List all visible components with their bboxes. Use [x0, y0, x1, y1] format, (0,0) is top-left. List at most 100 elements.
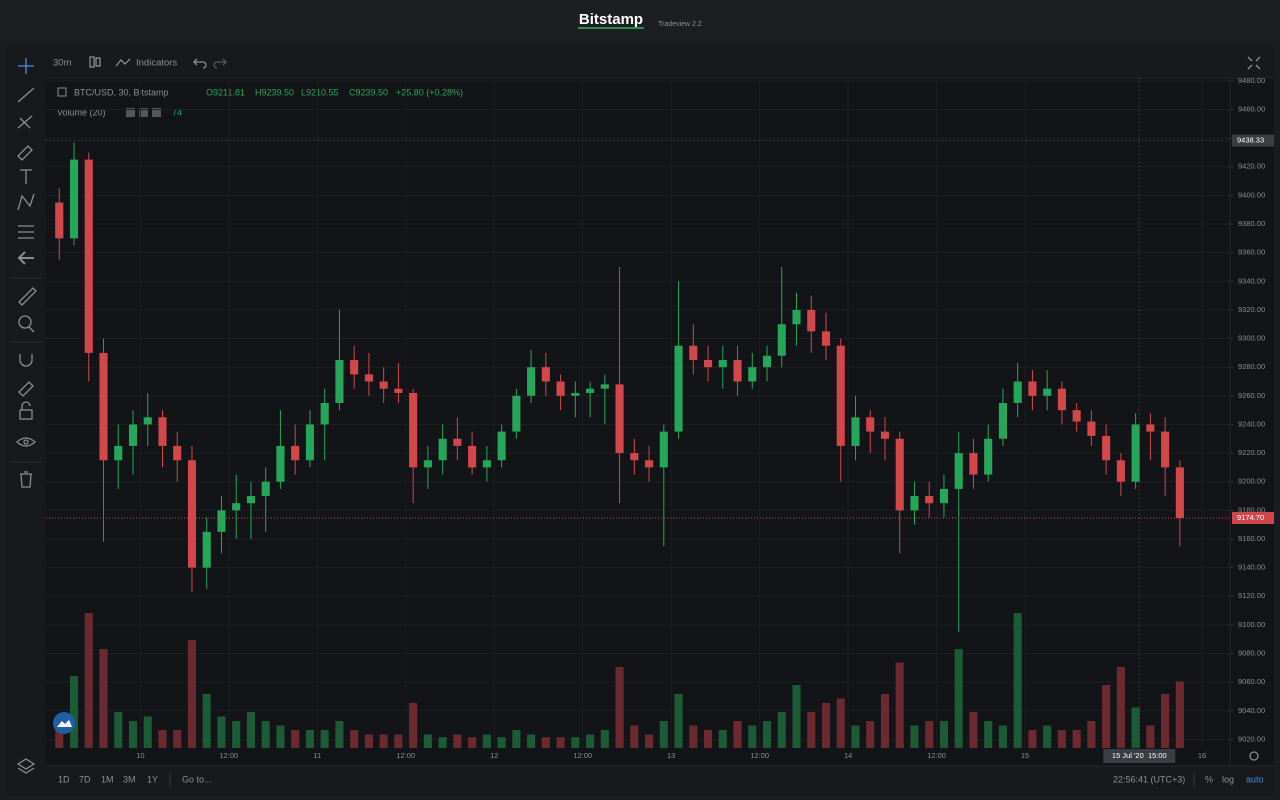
candle-body	[320, 402, 329, 425]
x-tick-label: 12:00	[573, 751, 592, 760]
indicators-button[interactable]: Indicators	[136, 58, 177, 69]
ohlc-change: +25.80 (+0.28%)	[396, 87, 463, 97]
crosshair-price-box	[1232, 134, 1274, 147]
goto-button[interactable]: Go to...	[182, 774, 212, 784]
y-tick-label: 9320.00	[1238, 305, 1265, 314]
volume-bar	[659, 721, 668, 748]
candle-body	[984, 438, 993, 475]
candle-body	[615, 384, 624, 454]
candle-body	[128, 424, 138, 446]
log-toggle[interactable]: log	[1222, 774, 1234, 784]
volume-bar	[468, 737, 477, 748]
range-button[interactable]: 1M	[101, 774, 114, 784]
range-button[interactable]: 1D	[58, 774, 70, 784]
volume-bar	[527, 734, 536, 748]
chart-type-icon[interactable]	[89, 56, 101, 68]
x-tick-label: 11	[313, 751, 321, 760]
volume-bar	[482, 734, 491, 748]
interval-button[interactable]: 30m	[53, 58, 72, 69]
candle-body	[718, 360, 727, 368]
candle-body	[910, 496, 919, 511]
x-tick-label: 12	[490, 751, 498, 760]
candle-body	[1175, 467, 1184, 518]
candle-body	[468, 445, 477, 468]
settings[interactable]	[1249, 751, 1259, 761]
range-button[interactable]: 7D	[79, 774, 91, 784]
candle-body	[202, 531, 211, 568]
top-bar	[0, 0, 1280, 42]
brand[interactable]: Bitstamp	[579, 11, 643, 28]
candle-body	[998, 402, 1007, 439]
volume-bar	[556, 737, 565, 748]
y-tick-label: 9480.00	[1238, 76, 1265, 85]
candle-body	[291, 445, 300, 461]
candle-body	[895, 438, 904, 511]
candle-body	[69, 159, 79, 239]
y-tick-label: 9380.00	[1238, 219, 1265, 228]
tool-icons[interactable]	[16, 58, 37, 774]
volume-bar	[276, 725, 285, 748]
candle-body	[821, 331, 831, 346]
range-button[interactable]: 3M	[123, 774, 136, 784]
y-tick-label: 9240.00	[1238, 419, 1265, 428]
y-tick-label: 9260.00	[1238, 391, 1265, 400]
candle-body	[394, 388, 403, 393]
redo[interactable]	[213, 58, 227, 69]
x-tick-label: 12:00	[927, 751, 946, 760]
symbol: BTC/USD, 30, Bitstamp	[74, 87, 169, 97]
volume-indicator[interactable]: Volume (20)	[57, 107, 106, 117]
volume-bar	[1072, 730, 1081, 748]
collapse-icon[interactable]	[57, 87, 67, 97]
volume-bar	[1131, 707, 1140, 748]
candle-body	[379, 381, 388, 389]
volume-bar	[571, 737, 580, 748]
volume-bar	[998, 725, 1007, 748]
candle-body	[1013, 381, 1022, 403]
candle-body	[453, 438, 462, 446]
range-button[interactable]: 1Y	[147, 774, 158, 784]
y-tick-label: 9040.00	[1238, 706, 1265, 715]
y-tick-label: 9340.00	[1238, 276, 1265, 285]
volume-bar	[1102, 685, 1111, 748]
ohlc-high: H9239.50	[255, 87, 294, 97]
volume-bar	[792, 685, 801, 748]
volume-bar	[232, 721, 241, 748]
volume-bar	[925, 721, 934, 748]
x-tick-label: 12:00	[396, 751, 415, 760]
volume-bar	[541, 737, 550, 748]
volume-bar	[320, 730, 329, 748]
candle-body	[409, 392, 418, 468]
candle-body	[586, 388, 595, 393]
logo-mark	[57, 720, 72, 727]
crosshair-time-label: 15 Jul '20 15:00	[1112, 751, 1167, 760]
volume-bar	[718, 730, 727, 748]
auto-toggle[interactable]: auto	[1246, 774, 1264, 784]
volume-bar	[689, 725, 698, 748]
plot: 9020.00 9040.00 9060.00 9080.00 9100.00 9120.…	[46, 76, 1274, 763]
candle-body	[939, 488, 949, 504]
indicators-icon[interactable]	[115, 58, 131, 67]
volume-bar	[748, 725, 757, 748]
candle-body	[954, 453, 963, 489]
y-tick-label: 9100.00	[1238, 620, 1265, 629]
x-tick-label: 12:00	[750, 751, 769, 760]
candle-body	[836, 345, 845, 446]
candle-body	[512, 395, 521, 432]
volume-bar	[600, 730, 609, 748]
volume-bar	[895, 662, 904, 748]
clock: 22:56:41 (UTC+3)	[1113, 774, 1185, 784]
x-tick-label: 15	[1021, 751, 1029, 760]
volume-bar	[128, 721, 138, 748]
candle-body	[1116, 460, 1125, 482]
fullscreen[interactable]	[1247, 56, 1261, 70]
undo[interactable]	[193, 58, 207, 69]
crosshair-price-label: 9438.33	[1237, 136, 1264, 145]
candle-body	[1028, 381, 1037, 396]
indicator-controls[interactable]	[126, 108, 161, 117]
percent-toggle[interactable]: %	[1205, 774, 1213, 784]
candle-body	[158, 417, 167, 446]
volume-bar	[630, 725, 639, 748]
candle-body	[1146, 424, 1155, 432]
volume-bar	[1057, 730, 1066, 748]
y-tick-label: 9280.00	[1238, 362, 1265, 371]
